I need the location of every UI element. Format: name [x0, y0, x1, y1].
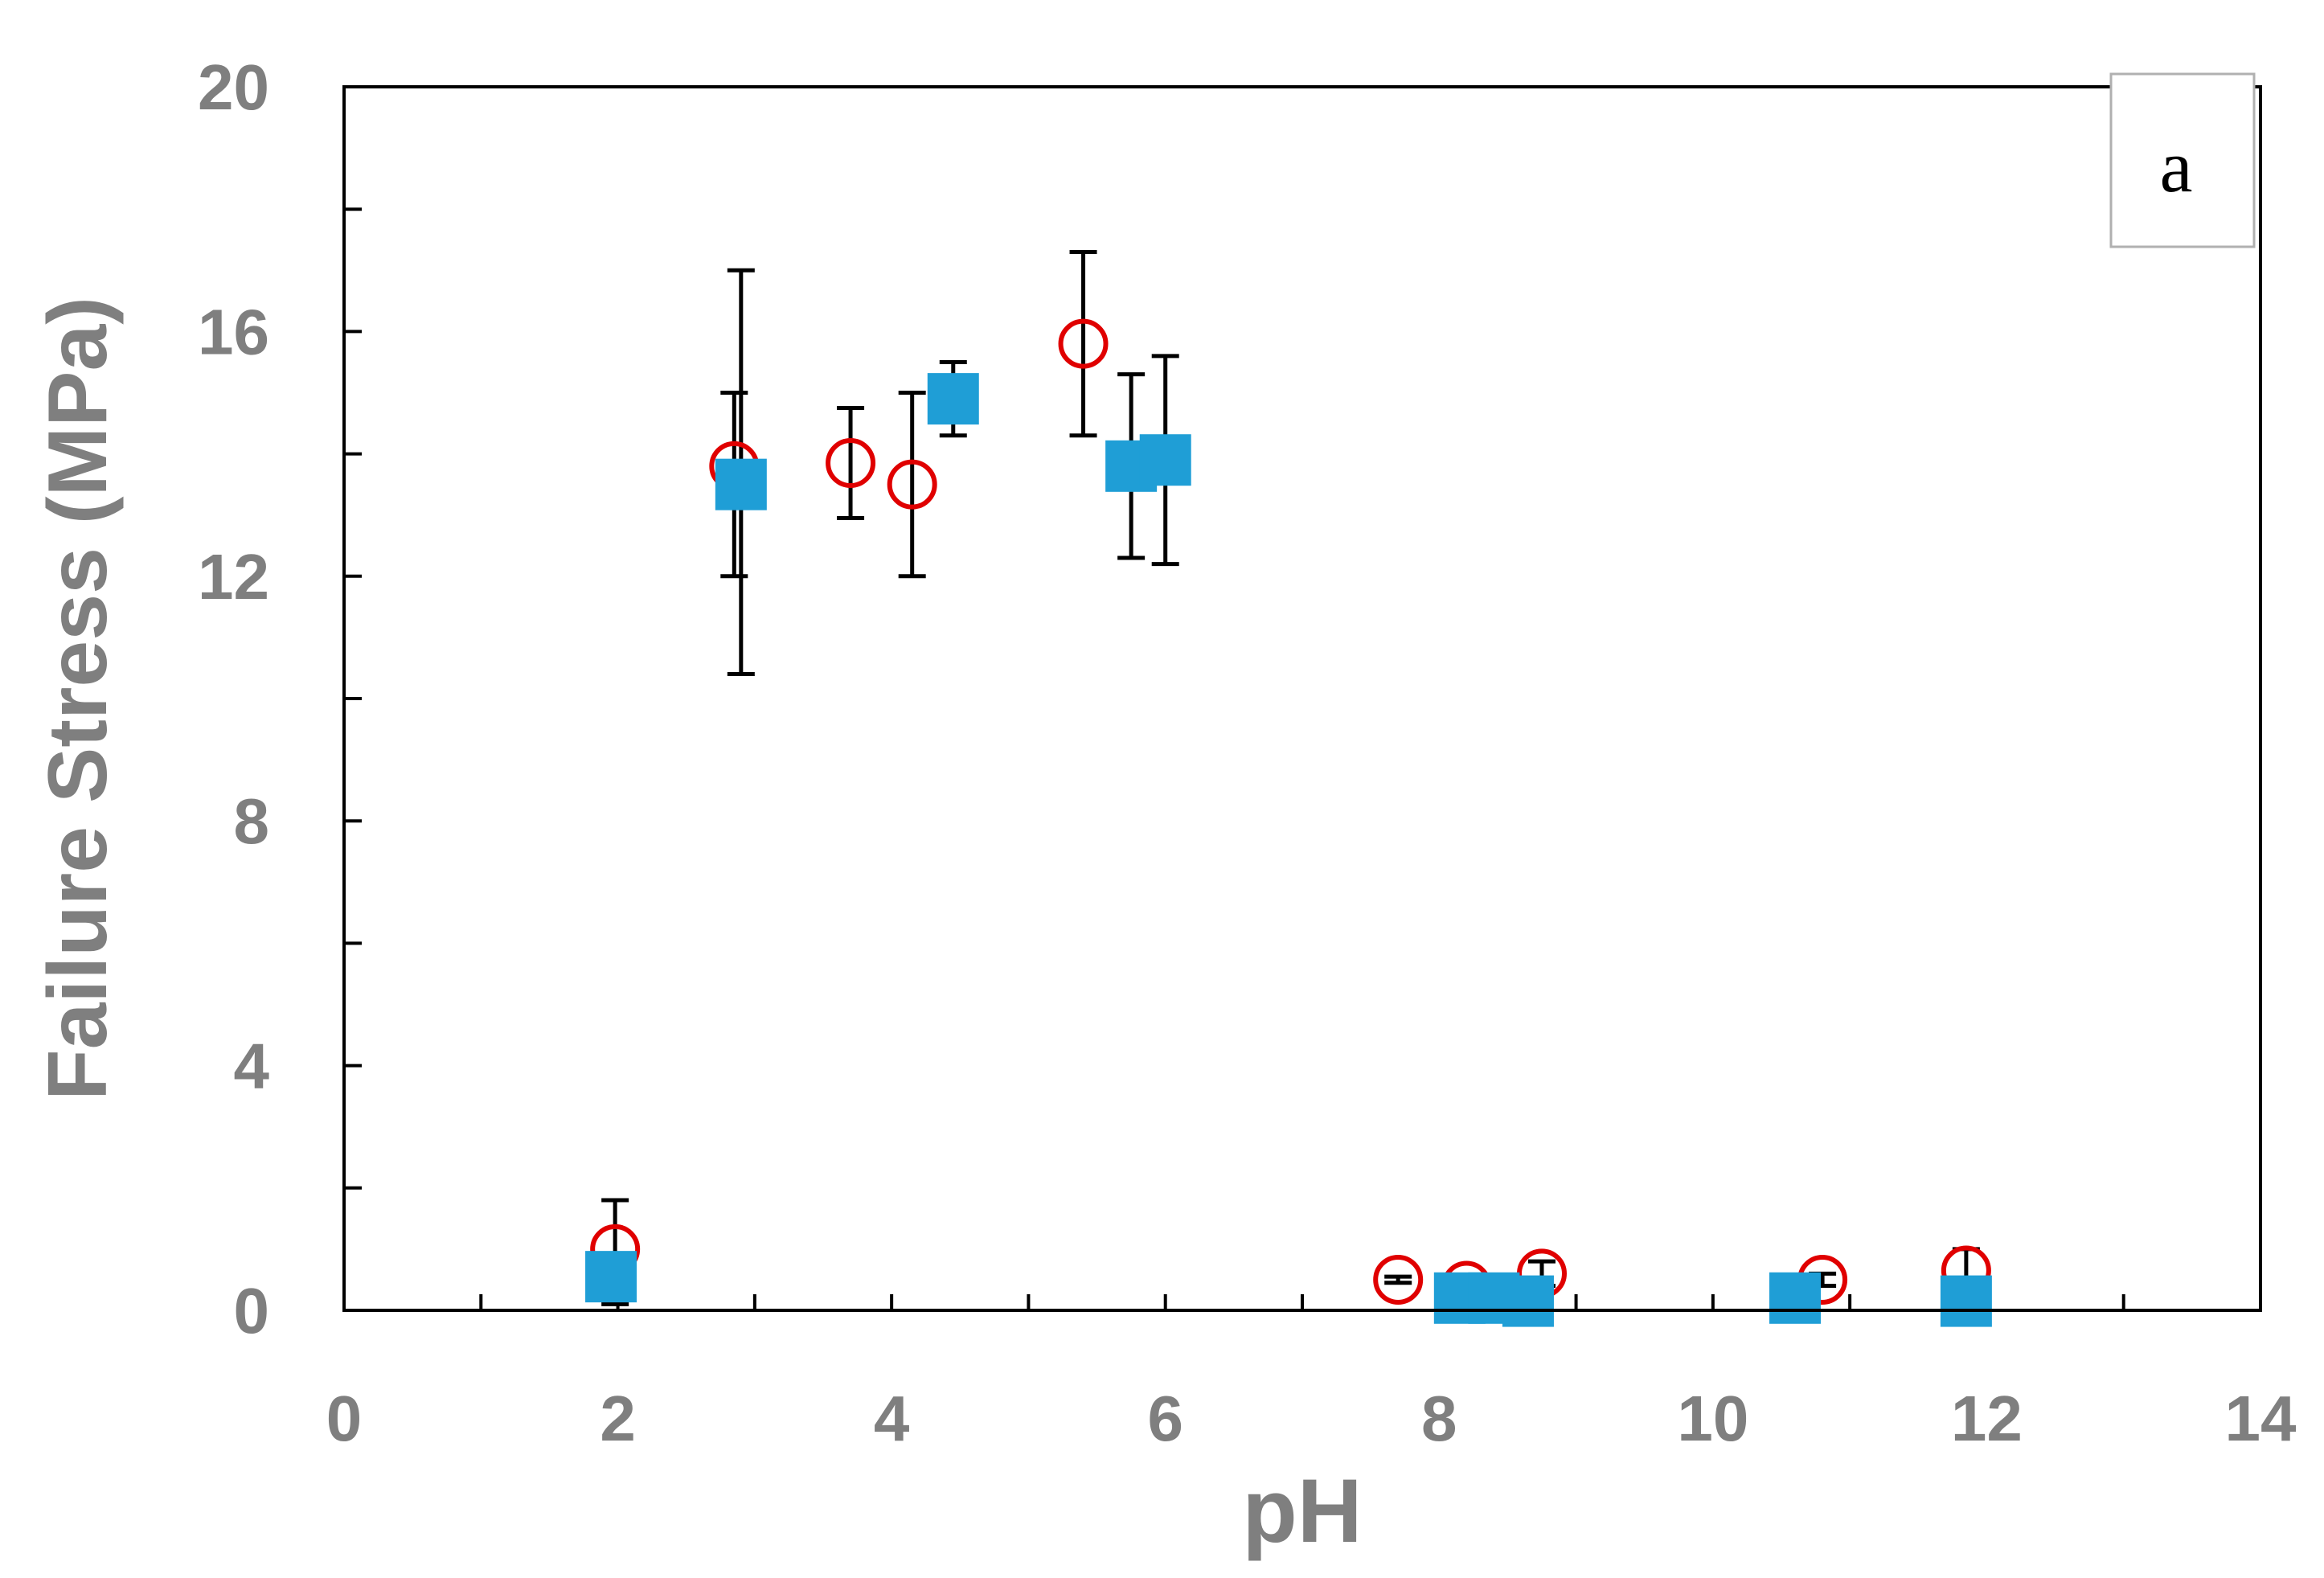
data-point-square [1940, 1275, 1992, 1327]
x-tick-label: 6 [1147, 1383, 1183, 1454]
plot-frame [342, 85, 2262, 1312]
x-tick-label: 10 [1677, 1383, 1748, 1454]
x-tick-label: 2 [600, 1383, 636, 1454]
y-tick-label: 16 [198, 296, 269, 367]
data-point-circle [826, 438, 876, 489]
x-tick-label: 0 [326, 1383, 363, 1454]
data-point-square [585, 1251, 637, 1303]
y-tick-label: 20 [198, 51, 269, 123]
data-point-square [1502, 1275, 1554, 1327]
x-tick-label: 4 [874, 1383, 910, 1454]
x-tick-label: 12 [1951, 1383, 2023, 1454]
data-point-square [1769, 1272, 1822, 1324]
data-point-circle [1373, 1254, 1424, 1305]
y-tick-labels: 0 4 8 12 16 20 [198, 51, 269, 1346]
data-point-circle [1058, 318, 1109, 369]
y-tick-label: 4 [234, 1031, 270, 1102]
data-series [585, 318, 1992, 1327]
x-tick-labels: 0 2 4 6 8 10 12 14 [326, 1383, 2297, 1454]
data-point-circle [887, 459, 937, 510]
error-bar [898, 391, 926, 579]
y-tick-label: 0 [234, 1275, 270, 1346]
x-axis-title: pH [1242, 1461, 1362, 1561]
y-tick-label: 12 [198, 541, 269, 613]
x-tick-label: 8 [1421, 1383, 1457, 1454]
y-tick-label: 8 [234, 785, 270, 857]
y-axis-title: Failure Stress (MPa) [31, 297, 125, 1101]
x-tick-label: 14 [2225, 1383, 2297, 1454]
data-point-square [715, 458, 767, 510]
error-bar [837, 406, 865, 521]
error-bar [1384, 1274, 1412, 1285]
data-point-square [927, 373, 979, 425]
error-bar [1069, 249, 1097, 438]
data-point-square [1139, 434, 1191, 486]
panel-label: a [2160, 125, 2193, 207]
panel-label-box: a [2109, 72, 2256, 248]
